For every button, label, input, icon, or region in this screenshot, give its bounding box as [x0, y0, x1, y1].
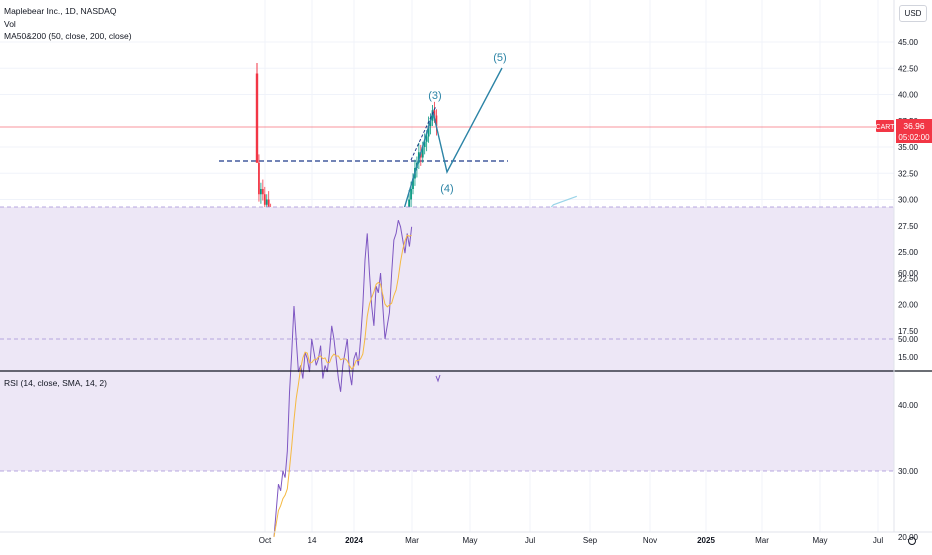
candle [255, 73, 259, 163]
rsi-pane [0, 206, 894, 538]
settings-icon[interactable] [908, 537, 916, 545]
price-tick-label: 17.50 [898, 327, 919, 336]
price-tag-value: 36.96 [903, 121, 925, 131]
candle [421, 147, 424, 158]
price-tick-label: 22.50 [898, 274, 919, 283]
price-tick-label: 32.50 [898, 169, 919, 178]
time-tick-label: May [462, 536, 477, 545]
legend-title: Maplebear Inc., 1D, NASDAQ [4, 6, 117, 16]
time-tick-label: Mar [755, 536, 769, 545]
symbol-tag-box [876, 120, 894, 132]
time-tick-label: Oct [259, 536, 272, 545]
time-tick-label: Nov [643, 536, 657, 545]
currency-button[interactable]: USD [899, 5, 927, 22]
legend-rsi: RSI (14, close, SMA, 14, 2) [4, 378, 107, 388]
candle [423, 141, 426, 147]
price-tag-box [896, 119, 932, 143]
price-tick-label: 35.00 [898, 143, 919, 152]
time-tick-label: 2024 [345, 536, 363, 545]
rsi-tick-label: 40.00 [898, 401, 919, 410]
legend-volume: Vol [4, 19, 16, 29]
settings-icon-shape [908, 537, 916, 545]
rsi-tick-label: 60.00 [898, 269, 919, 278]
legend-moving-averages: MA50&200 (50, close, 200, close) [4, 31, 132, 41]
rsi-ma-line [273, 234, 412, 538]
rsi-tick-label: 50.00 [898, 335, 919, 344]
candle [435, 115, 438, 126]
rsi-tail [435, 374, 441, 383]
price-tick-label: 15.00 [898, 353, 919, 362]
time-tick-label: May [812, 536, 827, 545]
candle [261, 189, 264, 195]
wave-label-3: (3) [428, 90, 441, 102]
price-tick-label: 42.50 [898, 64, 919, 73]
candle [425, 136, 428, 142]
price-tick-label: 40.00 [898, 91, 919, 100]
symbol-tag-text: CART [876, 124, 896, 131]
time-tick-label: Jul [525, 536, 535, 545]
time-tick-label: 14 [308, 536, 317, 545]
candle [260, 189, 262, 195]
time-tick-label: Mar [405, 536, 419, 545]
rsi-tick-label: 30.00 [898, 467, 919, 476]
rsi-tick-label: 20.00 [898, 533, 919, 542]
price-tick-label: 20.00 [898, 301, 919, 310]
candle [410, 189, 412, 200]
current-price-tag: CART 36.96 05:02:00 [876, 119, 932, 143]
candle [265, 199, 268, 205]
candle [429, 120, 432, 126]
price-tick-label: 30.00 [898, 196, 919, 205]
candle [258, 162, 260, 195]
price-tick-label: 45.00 [898, 38, 919, 47]
candle [263, 194, 266, 205]
wave-label-5: (5) [493, 52, 506, 64]
price-tick-label: 25.00 [898, 248, 919, 257]
candle [412, 178, 414, 189]
rsi-line [273, 220, 413, 538]
time-tick-label: 2025 [697, 536, 715, 545]
price-tick-label: 27.50 [898, 222, 919, 231]
candle [427, 126, 430, 137]
time-tick-label: Jul [873, 536, 883, 545]
candle [433, 110, 436, 116]
wave-label-4: (4) [440, 183, 453, 195]
time-tick-label: Sep [583, 536, 598, 545]
price-tag-countdown: 05:02:00 [898, 133, 930, 142]
candle [267, 199, 270, 210]
